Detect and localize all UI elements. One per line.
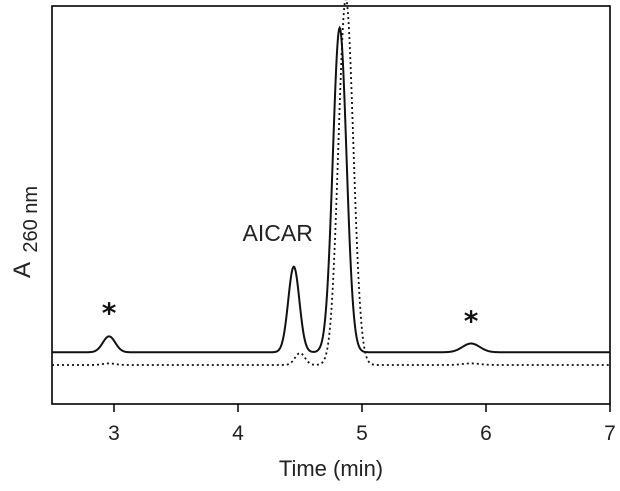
y-axis-title: A 260 nm [9, 186, 42, 278]
annotation-layer: *AICARProFAR* [102, 220, 479, 338]
impurity-star-marker: * [102, 296, 117, 329]
peak-label-aicar: AICAR [243, 220, 313, 246]
x-tick-label: 4 [232, 422, 244, 445]
plot-frame [51, 5, 611, 405]
y-axis-title-main: A [9, 262, 36, 278]
solid-trace [52, 25, 610, 354]
series-layer [52, 0, 610, 366]
impurity-star-marker: * [464, 304, 479, 337]
svg-text:A 260 nm: A 260 nm [9, 186, 42, 278]
x-axis-title: Time (min) [279, 456, 383, 481]
y-axis-title-sub: 260 nm [20, 186, 42, 253]
x-axis-ticks: 3 4 5 6 7 [108, 404, 616, 445]
dotted-trace [52, 0, 610, 366]
x-tick-label: 7 [604, 422, 616, 445]
x-tick-label: 5 [356, 422, 368, 445]
x-tick-label: 3 [108, 422, 120, 445]
x-tick-label: 6 [480, 422, 492, 445]
